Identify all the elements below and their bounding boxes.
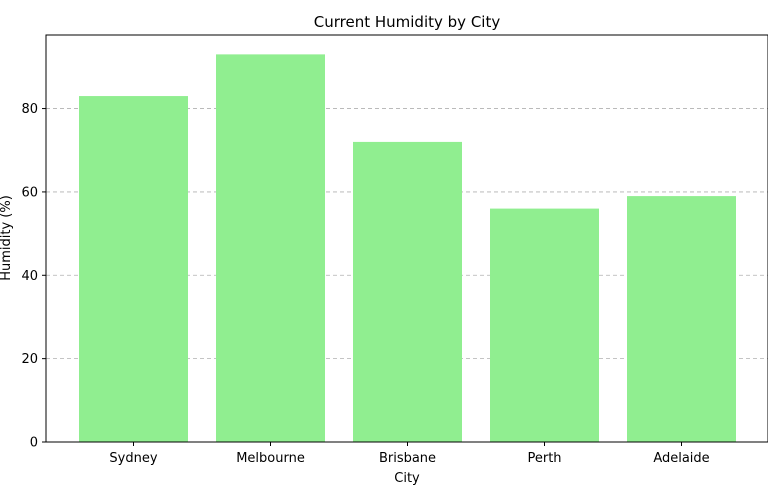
- y-tick-label-0: 0: [30, 436, 38, 451]
- y-tick-label-20: 20: [21, 352, 38, 367]
- x-tick-label-sydney: Sydney: [109, 451, 157, 466]
- x-tick-label-brisbane: Brisbane: [379, 451, 436, 466]
- bars: [79, 54, 736, 442]
- x-tick-label-melbourne: Melbourne: [236, 451, 305, 466]
- y-axis-ticks: 0 20 40 60 80: [21, 102, 46, 451]
- bar-brisbane: [353, 141, 462, 442]
- bar-adelaide: [627, 196, 736, 442]
- y-tick-label-60: 60: [21, 185, 38, 200]
- y-tick-label-80: 80: [21, 102, 38, 117]
- chart-title: Current Humidity by City: [314, 13, 501, 31]
- bar-melbourne: [216, 54, 325, 442]
- bar-sydney: [79, 96, 188, 442]
- y-axis-label: Humidity (%): [0, 195, 14, 281]
- plot-frame: [45, 34, 768, 443]
- y-tick-label-40: 40: [21, 269, 38, 284]
- x-axis-label: City: [394, 471, 420, 486]
- x-axis-ticks: Sydney Melbourne Brisbane Perth Adelaide: [109, 442, 710, 466]
- bar-perth: [490, 208, 599, 442]
- x-tick-label-perth: Perth: [527, 451, 561, 466]
- x-tick-label-adelaide: Adelaide: [653, 451, 709, 466]
